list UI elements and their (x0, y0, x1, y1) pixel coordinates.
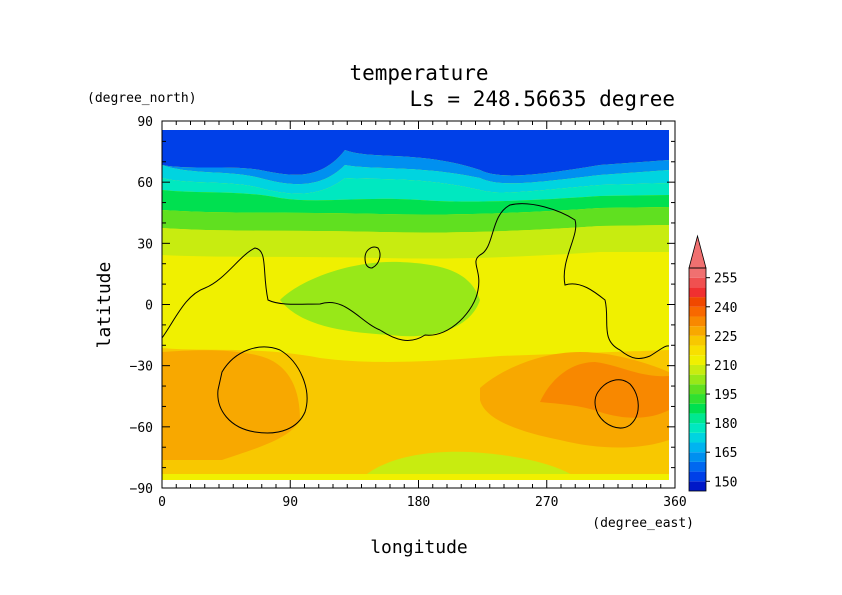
topo-contour-main (162, 203, 669, 359)
x-tick-label: 180 (407, 495, 430, 510)
colorbar-tick-label: 150 (714, 475, 737, 490)
band-mid-1 (162, 190, 669, 215)
colorbar-tick-label: 240 (714, 301, 737, 316)
band-cold-cap (162, 130, 669, 176)
band-mid-3 (162, 225, 669, 259)
band-cool-2 (162, 178, 669, 202)
colorbar-swatch (689, 326, 706, 336)
y-tick-label: 30 (137, 237, 153, 252)
y-tick-label: −30 (130, 360, 153, 375)
x-tick-label: 270 (535, 495, 558, 510)
colorbar-frame (688, 267, 707, 492)
colorbar-swatch (689, 345, 706, 356)
y-tick-label: 90 (137, 115, 153, 130)
x-axis-ticks: 0 90 180 270 360 (158, 121, 687, 510)
x-tick-label: 90 (282, 495, 298, 510)
band-equator-green (280, 261, 480, 337)
topo-contour-west-crater (217, 346, 308, 434)
topo-contour-isle (364, 246, 381, 269)
colorbar-swatch (689, 403, 706, 414)
y-tick-label: −60 (130, 421, 153, 436)
colorbar-swatch (689, 306, 706, 317)
colorbar-swatch (689, 452, 706, 462)
temperature-field (162, 130, 669, 480)
chart-title: temperature (349, 61, 488, 85)
y-tick-label: 60 (137, 176, 153, 191)
colorbar-tick-label: 210 (714, 359, 737, 374)
colorbar-swatch (689, 364, 706, 375)
colorbar: 150 165 180 195 210 225 240 255 (688, 234, 737, 492)
x-units-label: (degree_east) (592, 516, 694, 531)
y-tick-label: −90 (130, 482, 153, 497)
band-mid-2 (162, 207, 669, 233)
x-axis-label: longitude (370, 537, 468, 558)
y-axis-ticks: 90 60 30 0 −30 −60 −90 (130, 115, 675, 497)
colorbar-extend-arrow (688, 234, 707, 269)
colorbar-tick-label: 165 (714, 446, 737, 461)
topo-contour-east-crater (594, 379, 639, 429)
colorbar-swatch (689, 355, 706, 365)
colorbar-swatch (689, 268, 706, 278)
band-hot-east (540, 362, 669, 418)
band-pole-south (162, 474, 669, 480)
colorbar-swatch (689, 461, 706, 472)
colorbar-swatch (689, 481, 706, 491)
colorbar-swatch (689, 432, 706, 443)
colorbar-tick-label: 180 (714, 417, 737, 432)
colorbar-swatch (689, 394, 706, 404)
band-cold-2 (162, 150, 669, 185)
y-tick-label: 0 (145, 299, 153, 314)
colorbar-tick-label: 195 (714, 388, 737, 403)
y-axis-label: latitude (94, 262, 115, 349)
band-cool-1 (162, 165, 669, 194)
colorbar-swatch (689, 335, 706, 346)
colorbar-swatch (689, 471, 706, 482)
chart-subtitle: Ls = 248.56635 degree (409, 87, 675, 111)
x-tick-label: 0 (158, 495, 166, 510)
colorbar-tick-label: 225 (714, 330, 737, 345)
x-tick-label: 360 (663, 495, 686, 510)
colorbar-swatch (689, 316, 706, 327)
colorbar-swatch (689, 277, 706, 288)
colorbar-swatch (689, 374, 706, 385)
colorbar-swatch (689, 287, 706, 298)
colorbar-swatch (689, 442, 706, 453)
band-south-green (360, 451, 580, 480)
colorbar-tick-label: 255 (714, 272, 737, 287)
colorbar-swatch (689, 413, 706, 424)
colorbar-swatch (689, 423, 706, 433)
colorbar-swatch (689, 384, 706, 395)
colorbar-swatch (689, 297, 706, 307)
y-units-label: (degree_north) (87, 91, 197, 106)
